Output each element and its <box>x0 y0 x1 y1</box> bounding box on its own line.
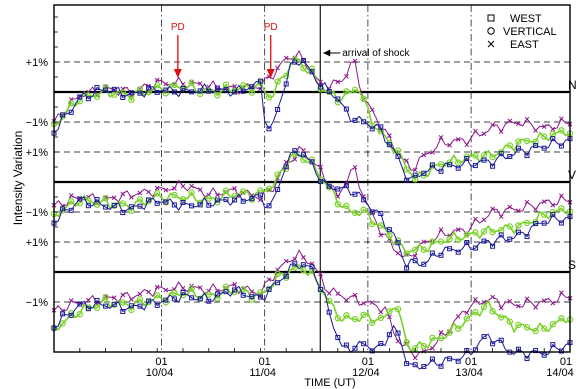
data-point-east <box>293 257 297 261</box>
data-point-east <box>327 291 331 295</box>
data-point-east <box>499 215 503 219</box>
x-tick-label-date: 11/04 <box>249 367 276 379</box>
shock-arrow-head <box>323 50 330 57</box>
series-line-V-vertical <box>54 154 570 254</box>
panel-label-N: N <box>568 78 577 92</box>
data-point-east <box>396 251 400 255</box>
data-point-east <box>559 194 563 198</box>
data-point-east <box>473 297 477 301</box>
data-point-east <box>534 208 538 212</box>
data-point-east <box>129 297 133 301</box>
data-point-east <box>336 292 340 296</box>
data-point-east <box>121 293 125 297</box>
data-point-east <box>138 292 142 296</box>
plus-one-label: +1% <box>26 237 49 249</box>
data-point-east <box>138 191 142 195</box>
legend-marker-vertical <box>488 28 494 34</box>
data-point-east <box>129 195 133 199</box>
data-point-east <box>396 339 400 343</box>
minus-one-label: −1% <box>26 117 49 129</box>
panel-label-S: S <box>568 258 576 272</box>
minus-one-label: −1% <box>26 207 49 219</box>
data-point-east <box>491 295 495 299</box>
data-point-east <box>362 301 366 305</box>
data-point-east <box>508 119 512 123</box>
data-point-east <box>147 190 151 194</box>
data-point-east <box>181 286 185 290</box>
data-point-east <box>370 108 374 112</box>
legend-marker-west <box>488 15 494 21</box>
y-axis-label: Intensity Variation <box>11 131 25 226</box>
legend: WESTVERTICALEAST <box>488 13 557 51</box>
data-point-east <box>499 306 503 310</box>
series-layer <box>51 51 572 369</box>
annotation-layer: arrival of shock PD PD <box>171 22 411 78</box>
data-point-east <box>534 305 538 309</box>
x-tick-label-date: 12/04 <box>352 367 380 379</box>
data-point-east <box>301 148 305 152</box>
pd-label: PD <box>171 22 185 33</box>
data-point-east <box>473 217 477 221</box>
shock-annotation: arrival of shock <box>342 48 410 59</box>
minus-one-label: −1% <box>26 297 49 309</box>
data-point-east <box>559 291 563 295</box>
plus-one-label: +1% <box>26 147 49 159</box>
x-axis-label: TIME (UT) <box>304 377 355 389</box>
x-tick-label-date: 10/04 <box>146 367 174 379</box>
data-point-east <box>439 135 443 139</box>
data-point-east <box>439 228 443 232</box>
legend-label-vertical: VERTICAL <box>503 26 557 38</box>
data-point-east <box>525 200 529 204</box>
x-tick-label-date: 13/04 <box>455 367 483 379</box>
x-tick-label-date: 14/04 <box>546 367 574 379</box>
data-point-east <box>147 290 151 294</box>
data-point-east <box>465 143 469 147</box>
data-point-east <box>250 290 254 294</box>
data-point-east <box>301 255 305 259</box>
data-point-east <box>276 66 280 70</box>
data-point-east <box>525 117 529 121</box>
legend-label-west: WEST <box>510 13 542 25</box>
pd-label: PD <box>264 22 278 33</box>
series-S-west <box>52 262 572 369</box>
data-point-east <box>525 297 529 301</box>
data-point-east <box>482 218 486 222</box>
pd-arrow-head <box>174 69 182 78</box>
data-point-east <box>69 193 73 197</box>
data-point-east <box>181 184 185 188</box>
panel-label-V: V <box>568 168 576 182</box>
data-point-east <box>121 192 125 196</box>
data-point-east <box>405 159 409 163</box>
data-point-east <box>69 298 73 302</box>
data-point-east <box>86 298 90 302</box>
data-point-east <box>482 132 486 136</box>
data-point-east <box>439 330 443 334</box>
data-point-east <box>413 356 417 360</box>
data-point-east <box>456 314 460 318</box>
series-line-S-west <box>54 264 570 369</box>
data-point-east <box>190 184 194 188</box>
legend-marker-east <box>488 41 494 47</box>
data-point-east <box>559 117 563 121</box>
data-point-east <box>534 129 538 133</box>
data-point-east <box>508 205 512 209</box>
data-point-east <box>499 130 503 134</box>
plus-one-label: +1% <box>26 57 49 69</box>
data-point-east <box>379 310 383 314</box>
data-point-east <box>542 200 546 204</box>
legend-label-east: EAST <box>510 39 539 51</box>
data-point-east <box>473 129 477 133</box>
